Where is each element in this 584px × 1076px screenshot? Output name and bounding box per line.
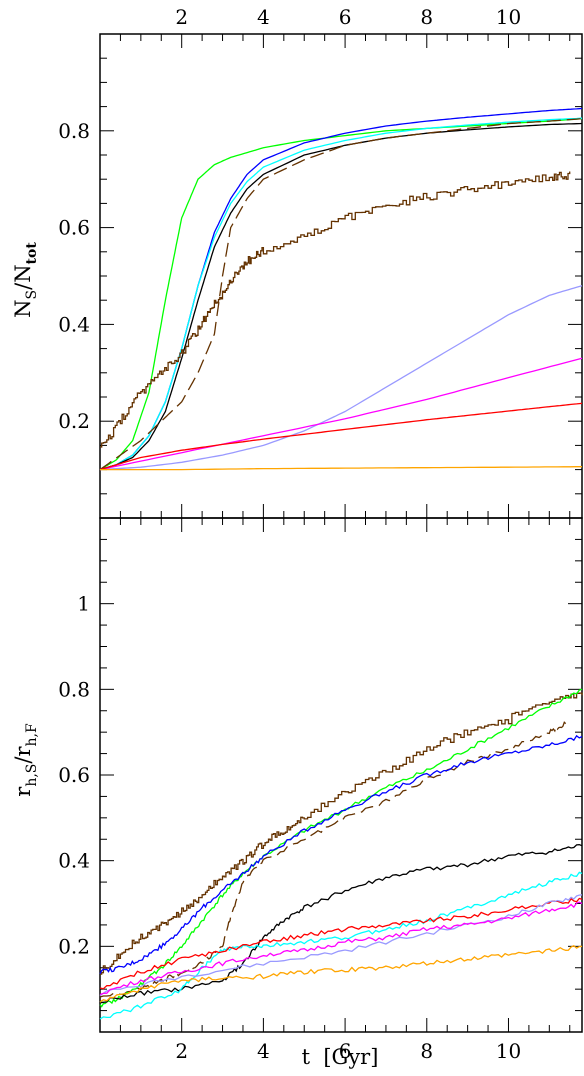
bottom-series-line-1 xyxy=(99,721,567,998)
bottom-series-line-7 xyxy=(99,894,583,997)
bottom-y-tick-label: 0.8 xyxy=(58,677,90,701)
bottom-x-tick-label: 6 xyxy=(339,1039,352,1063)
top-plot-frame xyxy=(99,33,583,519)
top-y-label-sub1: S xyxy=(24,290,40,300)
bottom-y-label-sub1: h,S xyxy=(24,764,40,787)
bottom-x-tick-label: 2 xyxy=(175,1039,188,1063)
top-series-line-7 xyxy=(99,357,583,471)
top-series-line-8 xyxy=(99,402,583,471)
top-series-line-9 xyxy=(100,466,582,471)
top-y-label-main: N xyxy=(11,299,35,317)
bottom-series-line-4 xyxy=(99,844,583,1004)
top-x-tick-label: 8 xyxy=(420,5,433,29)
bottom-y-axis-label: rh,S/rh,F xyxy=(11,723,40,797)
top-y-tick-label: 0.6 xyxy=(58,216,90,240)
bottom-y-label-sub2: h,F xyxy=(24,723,40,746)
bottom-series-line-0 xyxy=(100,692,583,975)
bottom-series-line-2 xyxy=(99,688,583,1008)
top-x-tick-label: 6 xyxy=(339,5,352,29)
bottom-series-line-8 xyxy=(99,901,583,996)
bottom-series-line-3 xyxy=(99,734,583,975)
top-x-tick-label: 10 xyxy=(496,5,521,29)
top-y-tick-label: 0.4 xyxy=(58,312,90,336)
top-y-tick-label: 0.8 xyxy=(58,119,90,143)
top-series-line-6 xyxy=(99,285,583,471)
bottom-y-tick-label: 0.6 xyxy=(58,763,90,787)
bottom-x-tick-label: 10 xyxy=(496,1039,521,1063)
bottom-y-label-main: r xyxy=(11,786,35,797)
top-series-line-0 xyxy=(99,118,583,471)
bottom-series-line-5 xyxy=(99,871,583,1020)
top-series-line-5 xyxy=(100,171,571,448)
top-y-tick-label: 0.2 xyxy=(58,409,90,433)
bottom-x-tick-label: 4 xyxy=(257,1039,270,1063)
top-y-label-sub2: tot xyxy=(24,242,40,265)
bottom-y-label-mid: /r xyxy=(11,746,35,764)
panel-top-ns-fraction: 0.2 0.4 0.6 0.8 2 4 6 8 10 xyxy=(58,5,583,519)
top-series-line-4 xyxy=(99,118,583,471)
top-series-line-3 xyxy=(99,122,583,471)
top-y-label-mid: /N xyxy=(11,264,35,289)
top-x-tick-label: 2 xyxy=(175,5,188,29)
top-series-line-1 xyxy=(99,107,583,471)
bottom-series-line-6 xyxy=(99,897,583,990)
panel-bottom-rh-ratio: 0.2 0.4 0.6 0.8 1 2 4 6 8 10 xyxy=(58,517,583,1063)
bottom-y-tick-label: 0.4 xyxy=(58,849,90,873)
bottom-series-line-9 xyxy=(99,945,583,1003)
bottom-x-tick-label: 8 xyxy=(420,1039,433,1063)
bottom-y-tick-label: 1 xyxy=(77,592,90,616)
x-axis-label: t [Gyr] xyxy=(302,1045,379,1069)
top-x-tick-label: 4 xyxy=(257,5,270,29)
bottom-y-tick-label: 0.2 xyxy=(58,934,90,958)
top-y-axis-label: NS/Ntot xyxy=(11,242,40,318)
top-series-line-2 xyxy=(99,117,583,471)
